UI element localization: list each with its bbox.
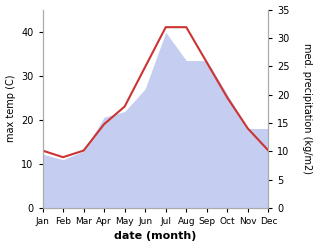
X-axis label: date (month): date (month) [114,231,197,242]
Y-axis label: max temp (C): max temp (C) [5,75,16,143]
Y-axis label: med. precipitation (kg/m2): med. precipitation (kg/m2) [302,43,313,174]
